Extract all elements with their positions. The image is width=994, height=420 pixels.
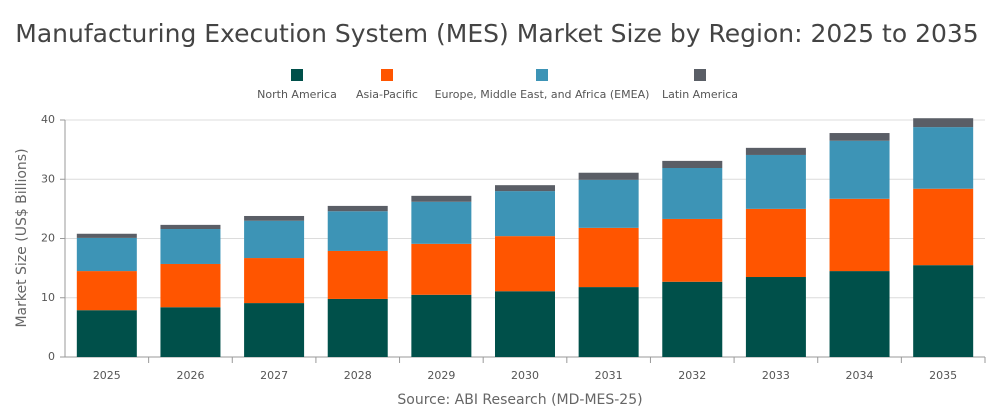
caption: Source: ABI Research (MD-MES-25) <box>397 392 642 408</box>
bar-segment <box>578 227 639 288</box>
bar-segment <box>913 188 974 266</box>
bar-segment <box>327 211 388 251</box>
bar-segment <box>244 303 305 357</box>
bar-segment <box>829 271 890 357</box>
bar-segment <box>244 258 305 304</box>
bar-segment <box>495 191 555 237</box>
x-tick-label: 2030 <box>511 369 539 382</box>
bar-segment <box>829 198 890 272</box>
y-tick-label: 10 <box>41 291 55 304</box>
bar-segment <box>411 201 472 244</box>
chart-title: Manufacturing Execution System (MES) Mar… <box>15 19 978 48</box>
y-axis-label: Market Size (US$ Billions) <box>14 148 30 327</box>
bar-segment <box>327 205 388 212</box>
bar-segment <box>578 287 639 357</box>
x-tick-label: 2035 <box>929 369 957 382</box>
legend-swatch <box>291 69 303 81</box>
bar-segment <box>745 208 806 278</box>
bar-segment <box>327 298 388 357</box>
bar-segment <box>745 154 806 209</box>
bar-segment <box>829 140 890 199</box>
bar-segment <box>662 218 723 282</box>
bar-segment <box>495 291 555 357</box>
legend-swatch <box>694 69 706 81</box>
legend-swatch <box>381 69 393 81</box>
bar-segment <box>829 133 890 141</box>
bar-segment <box>76 271 137 311</box>
bar-segment <box>327 250 388 299</box>
x-tick-label: 2028 <box>344 369 372 382</box>
bar-segment <box>662 167 723 219</box>
x-tick-label: 2032 <box>678 369 706 382</box>
bar-segment <box>76 237 137 272</box>
y-tick-label: 0 <box>48 350 55 363</box>
bar-segment <box>913 118 974 128</box>
bar-segment <box>160 224 221 230</box>
y-tick-label: 40 <box>41 113 55 126</box>
x-tick-label: 2033 <box>762 369 790 382</box>
x-tick-label: 2025 <box>93 369 121 382</box>
x-tick-label: 2034 <box>846 369 874 382</box>
bar-segment <box>745 277 806 357</box>
bar-segment <box>244 215 305 221</box>
x-tick-label: 2031 <box>595 369 623 382</box>
x-tick-label: 2029 <box>427 369 455 382</box>
legend-label: North America <box>257 88 337 101</box>
bar-segment <box>76 233 137 238</box>
bar-segment <box>578 172 639 180</box>
y-tick-label: 30 <box>41 172 55 185</box>
legend-label: Europe, Middle East, and Africa (EMEA) <box>435 88 650 101</box>
legend-label: Asia-Pacific <box>356 88 418 101</box>
bar-segment <box>745 147 806 155</box>
legend-swatch <box>536 69 548 81</box>
y-tick-label: 20 <box>41 232 55 245</box>
bar-segment <box>411 294 472 357</box>
bar-segment <box>913 265 974 357</box>
bar-segment <box>411 243 472 295</box>
bar-segment <box>495 185 555 192</box>
bar-segment <box>913 127 974 189</box>
bar-segment <box>495 236 555 292</box>
x-tick-label: 2027 <box>260 369 288 382</box>
bar-segment <box>76 310 137 357</box>
legend-label: Latin America <box>662 88 738 101</box>
bar-segment <box>411 195 472 202</box>
bar-segment <box>662 160 723 168</box>
bar-segment <box>160 263 221 308</box>
bar-segment <box>662 281 723 357</box>
x-tick-label: 2026 <box>176 369 204 382</box>
bar-segment <box>244 220 305 259</box>
bar-segment <box>160 307 221 357</box>
bar-segment <box>160 229 221 264</box>
bar-segment <box>578 179 639 228</box>
